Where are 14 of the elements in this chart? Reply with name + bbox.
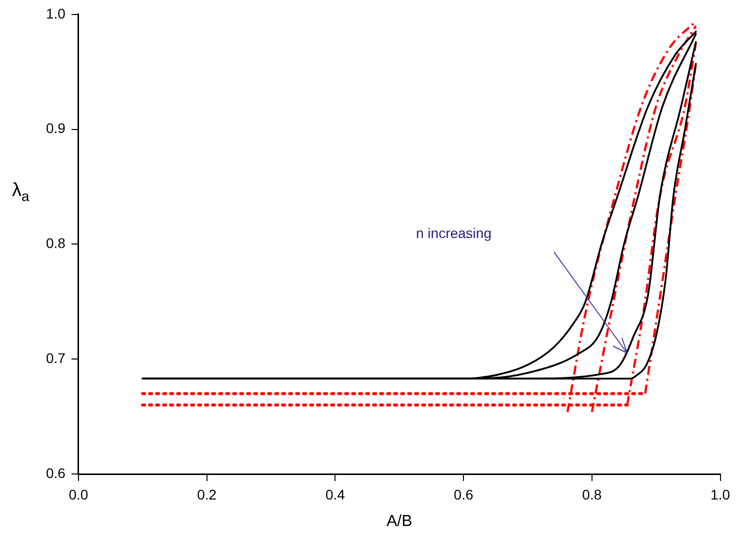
- x-tick-label: 0.0: [68, 486, 88, 502]
- x-tick-label: 0.8: [582, 486, 602, 502]
- y-tick-label: 1.0: [46, 5, 66, 22]
- x-tick-label: 1.0: [710, 486, 730, 502]
- annotation: n increasing: [416, 225, 492, 241]
- x-tick-label: 0.2: [197, 486, 217, 502]
- y-tick-label: 0.6: [46, 464, 66, 481]
- y-axis-title: λ$_{a}$: [12, 180, 30, 204]
- y-tick-label: 0.9: [46, 120, 66, 136]
- y-tick-label: 0.7: [46, 350, 66, 366]
- y-tick-label: 0.8: [46, 235, 66, 252]
- x-axis-title: A/B: [386, 512, 412, 530]
- x-tick-label: 0.4: [325, 486, 346, 502]
- x-tick-label: 0.6: [454, 486, 474, 502]
